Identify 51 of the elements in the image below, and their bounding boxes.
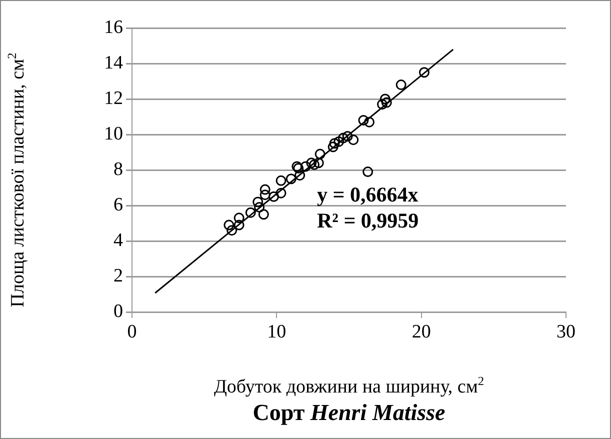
point [380, 94, 390, 104]
y-tick-label: 8 [114, 158, 123, 180]
point [362, 166, 374, 178]
point [334, 136, 344, 147]
point [342, 131, 353, 142]
x-tick-label: 30 [556, 321, 576, 342]
point [234, 220, 244, 230]
point [314, 148, 326, 160]
point [268, 191, 280, 202]
point [286, 174, 296, 184]
point [276, 175, 286, 186]
y-tick-label: 2 [114, 265, 123, 286]
point [224, 220, 234, 230]
point [381, 97, 392, 108]
point [348, 134, 359, 146]
point [258, 209, 269, 220]
point [358, 115, 369, 126]
point [276, 188, 286, 198]
point [260, 190, 270, 200]
point [306, 158, 317, 168]
y-tick-label: 10 [104, 123, 123, 144]
point [309, 159, 320, 170]
text: Сорт Henri Matisse [252, 400, 446, 426]
point [300, 161, 311, 172]
y-tick-label: 4 [114, 230, 124, 251]
point [377, 99, 388, 110]
point [294, 170, 306, 181]
point [226, 225, 238, 236]
point [234, 212, 244, 224]
x-tick-label: 20 [412, 321, 431, 342]
point [252, 196, 264, 208]
point [329, 138, 340, 149]
y-tick-label: 0 [114, 300, 123, 322]
y-tick-label: 12 [104, 88, 123, 109]
x-axis-title: Добуток довжини на ширину, см$^{2}$ [212, 374, 486, 398]
point [338, 132, 348, 144]
x-tick-label: 0 [127, 321, 137, 342]
annotation: y = 0,6664x [317, 182, 419, 206]
y-tick-label: 14 [104, 52, 124, 74]
y-tick-label: 6 [114, 194, 123, 216]
annotation: R² = 0,9959 [317, 208, 419, 232]
point [245, 207, 256, 218]
point [313, 158, 324, 168]
point [364, 116, 375, 128]
y-tick-label: 16 [104, 16, 123, 38]
point [328, 142, 338, 152]
point [418, 67, 430, 78]
x-tick-label: 10 [267, 321, 286, 342]
point [396, 80, 406, 90]
point [254, 202, 265, 213]
point [260, 184, 270, 195]
